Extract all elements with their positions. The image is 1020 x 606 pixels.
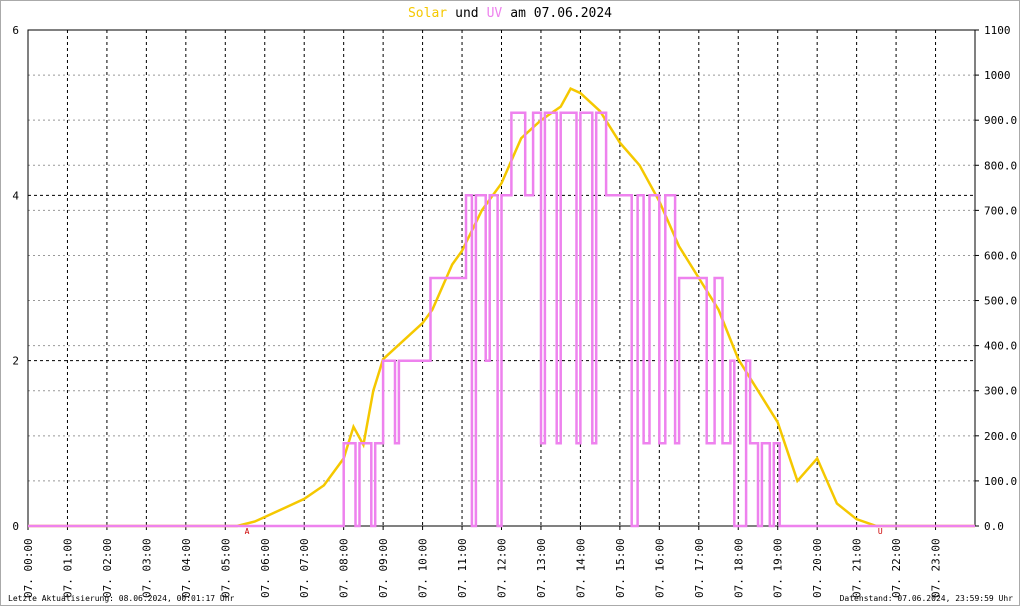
x-tick-label: 07. 02:00 bbox=[101, 538, 114, 598]
y2-tick-label: 200.0 bbox=[984, 430, 1017, 443]
x-tick-label: 07. 01:00 bbox=[61, 538, 74, 598]
y2-tick-label: 100.0 bbox=[984, 475, 1017, 488]
x-tick-label: 07. 12:00 bbox=[496, 538, 509, 598]
title-date: am 07.06.2024 bbox=[510, 6, 612, 21]
footer-right: Datenstand: 07.06.2024, 23:59:59 Uhr bbox=[840, 594, 1014, 603]
x-tick-label: 07. 04:00 bbox=[180, 538, 193, 598]
chart-title: Solar und UV am 07.06.2024 bbox=[408, 6, 612, 21]
y2-tick-label: 1000 bbox=[984, 69, 1011, 82]
x-tick-label: 07. 14:00 bbox=[574, 538, 587, 598]
x-tick-label: 07. 20:00 bbox=[811, 538, 824, 598]
y2-tick-label: 800.0 bbox=[984, 159, 1017, 172]
x-tick-label: 07. 21:00 bbox=[851, 538, 864, 598]
x-tick-label: 07. 07:00 bbox=[298, 538, 311, 598]
series-line bbox=[28, 111, 975, 528]
footer-left: Letzte Aktualisierung: 08.06.2024, 00:01… bbox=[8, 594, 235, 603]
x-tick-label: 07. 11:00 bbox=[456, 538, 469, 598]
y2-tick-label: 1100 bbox=[984, 24, 1011, 37]
y-tick-label: 2 bbox=[12, 355, 19, 368]
y-tick-label: 0 bbox=[12, 520, 19, 533]
annotation: U bbox=[878, 527, 883, 536]
x-tick-label: 07. 05:00 bbox=[219, 538, 232, 598]
y2-tick-label: 300.0 bbox=[984, 385, 1017, 398]
title-solar: Solar bbox=[408, 6, 447, 21]
x-tick-label: 07. 08:00 bbox=[338, 538, 351, 598]
y2-tick-label: 0.0 bbox=[984, 520, 1004, 533]
y2-tick-label: 700.0 bbox=[984, 204, 1017, 217]
x-tick-label: 07. 06:00 bbox=[259, 538, 272, 598]
x-tick-label: 07. 19:00 bbox=[772, 538, 785, 598]
x-tick-label: 07. 03:00 bbox=[140, 538, 153, 598]
title-uv: UV bbox=[487, 6, 503, 21]
y2-tick-label: 600.0 bbox=[984, 249, 1017, 262]
x-tick-label: 07. 13:00 bbox=[535, 538, 548, 598]
y2-tick-label: 900.0 bbox=[984, 114, 1017, 127]
x-tick-label: 07. 22:00 bbox=[890, 538, 903, 598]
title-und: und bbox=[455, 6, 478, 21]
y2-tick-label: 400.0 bbox=[984, 340, 1017, 353]
x-tick-label: 07. 16:00 bbox=[653, 538, 666, 598]
x-tick-label: 07. 00:00 bbox=[22, 538, 35, 598]
x-tick-label: 07. 10:00 bbox=[417, 538, 430, 598]
y-tick-label: 6 bbox=[12, 24, 19, 37]
y-tick-label: 4 bbox=[12, 189, 19, 202]
x-tick-label: 07. 17:00 bbox=[693, 538, 706, 598]
x-tick-label: 07. 09:00 bbox=[377, 538, 390, 598]
x-tick-label: 07. 23:00 bbox=[930, 538, 943, 598]
y2-tick-label: 500.0 bbox=[984, 295, 1017, 308]
annotation: A bbox=[245, 527, 250, 536]
x-tick-label: 07. 18:00 bbox=[732, 538, 745, 598]
x-tick-label: 07. 15:00 bbox=[614, 538, 627, 598]
